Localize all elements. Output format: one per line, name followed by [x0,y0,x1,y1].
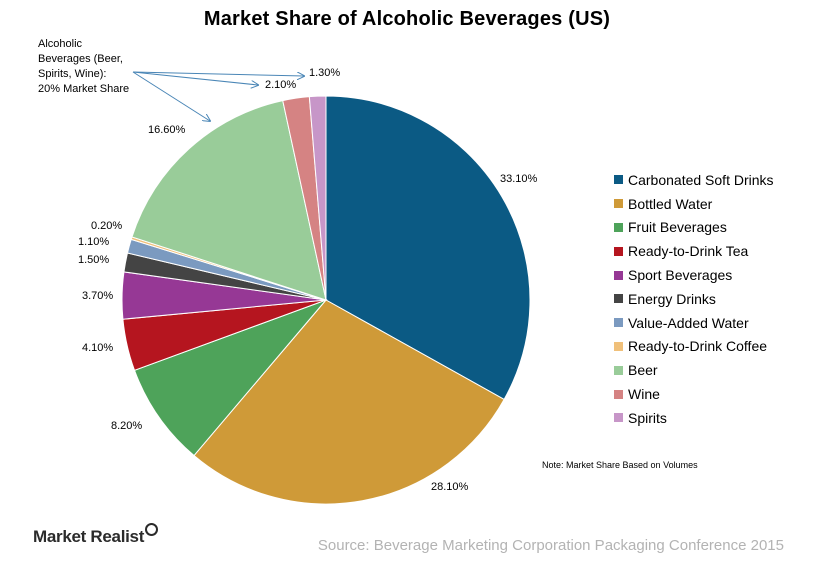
legend-label: Wine [628,386,660,403]
legend-swatch [614,222,623,232]
legend-swatch [614,246,623,256]
legend-item: Fruit Beverages [614,216,774,240]
slice-value-label: 1.50% [78,254,110,266]
legend-item: Carbonated Soft Drinks [614,168,774,192]
pie-slice-carbonated-soft-drinks [325,95,531,401]
legend-item: Beer [614,358,774,382]
annotation-line: Spirits, Wine): [38,68,107,80]
legend-item: Spirits [614,406,774,430]
legend-label: Value-Added Water [628,314,749,331]
legend-swatch [614,389,623,399]
annotation-arrow [132,71,210,121]
annotation-line: Alcoholic [38,38,83,50]
slice-value-label: 3.70% [82,290,114,302]
pie-slice-spirits [308,95,327,301]
annotation-line: 20% Market Share [38,83,130,95]
pie-slice-bottled-water [193,299,505,505]
brand-logo: Market Realist [33,523,159,547]
legend-item: Value-Added Water [614,311,774,335]
legend: Carbonated Soft Drinks Bottled Water Fruit… [614,168,774,430]
annotation-arrow [132,71,258,85]
legend-item: Energy Drinks [614,287,774,311]
slice-value-label: 2.10% [265,79,297,91]
legend-swatch [614,318,623,328]
legend-item: Sport Beverages [614,263,774,287]
legend-swatch [614,270,623,280]
legend-label: Energy Drinks [628,290,716,307]
legend-swatch [614,413,623,423]
legend-label: Ready-to-Drink Coffee [628,338,768,355]
slice-value-label: 1.10% [78,236,110,248]
slice-value-label: 0.20% [91,220,123,232]
slice-value-label: 8.20% [111,420,143,432]
legend-swatch [614,175,623,185]
legend-item: Bottled Water [614,192,774,216]
slice-value-label: 33.10% [500,173,538,185]
legend-swatch [614,199,623,209]
legend-label: Ready-to-Drink Tea [628,243,749,260]
legend-label: Carbonated Soft Drinks [628,171,774,188]
legend-item: Wine [614,382,774,406]
note-text: Note: Market Share Based on Volumes [542,460,698,470]
legend-label: Beer [628,362,658,379]
pie-slice-fruit-beverages [133,298,328,457]
alcoholic-annotation: Alcoholic Beverages (Beer, Spirits, Wine… [38,37,158,97]
slice-value-label: 28.10% [431,481,469,493]
legend-label: Bottled Water [628,195,713,212]
slice-value-label: 16.60% [148,124,186,136]
legend-label: Fruit Beverages [628,219,727,236]
annotation-arrow [132,71,304,76]
slice-value-label: 1.30% [309,67,341,79]
annotation-line: Beverages (Beer, [38,53,123,65]
legend-label: Spirits [628,409,667,426]
slice-value-label: 4.10% [82,342,114,354]
legend-swatch [614,365,623,375]
pie-slice-beer [131,100,327,301]
brand-name: Market Realist [33,527,145,546]
legend-swatch [614,294,623,304]
source-text: Source: Beverage Marketing Corporation P… [317,537,784,554]
legend-item: Ready-to-Drink Coffee [614,335,774,359]
legend-item: Ready-to-Drink Tea [614,239,774,263]
annotation-arrows [132,71,304,121]
chart-title: Market Share of Alcoholic Beverages (US) [203,8,611,30]
legend-label: Sport Beverages [628,267,733,284]
legend-swatch [614,341,623,351]
magnifier-icon [145,523,159,536]
